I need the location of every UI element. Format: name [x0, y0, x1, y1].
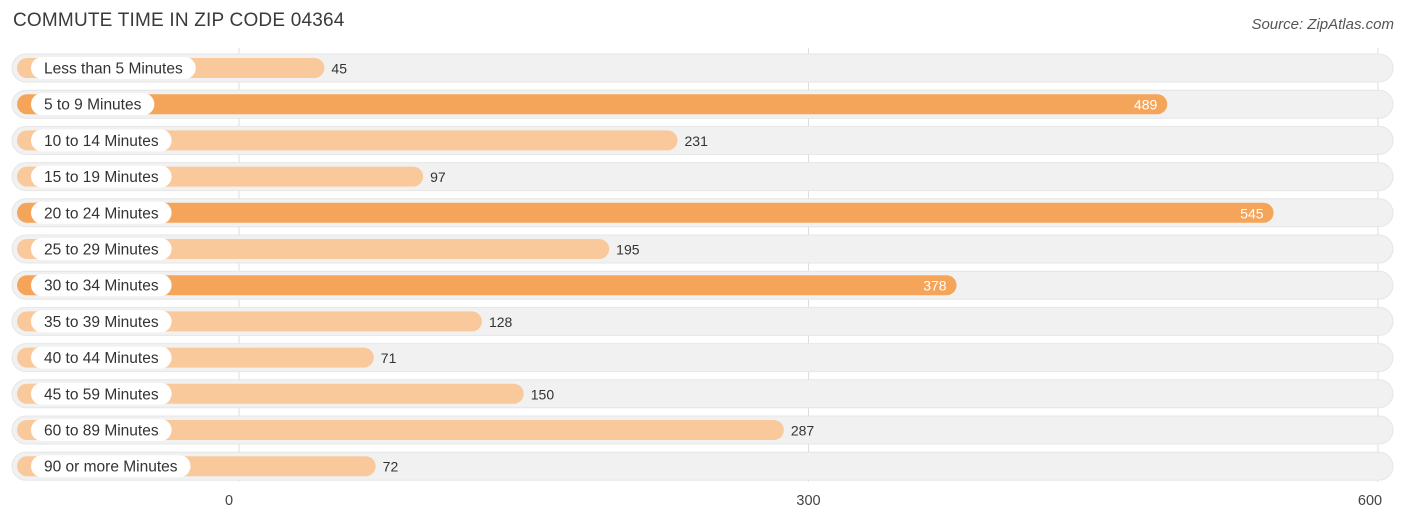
category-label: 60 to 89 Minutes	[44, 423, 159, 440]
value-label: 150	[531, 386, 555, 402]
category-label-pill	[31, 310, 172, 333]
category-label: 15 to 19 Minutes	[44, 169, 159, 186]
value-label: 72	[383, 459, 399, 475]
bar	[17, 130, 678, 151]
value-label: 128	[489, 314, 513, 330]
category-label-pill	[31, 346, 172, 369]
category-label-pill	[31, 201, 172, 224]
source-note: Source: ZipAtlas.com	[1251, 16, 1394, 33]
value-label: 45	[331, 61, 347, 77]
value-label: 489	[1134, 97, 1158, 113]
value-label: 287	[791, 423, 815, 439]
category-label: 90 or more Minutes	[44, 459, 178, 476]
bar	[17, 202, 1274, 223]
value-label: 195	[616, 242, 640, 258]
value-label: 71	[381, 350, 397, 366]
category-label-pill	[31, 93, 155, 116]
value-label: 378	[923, 278, 947, 294]
chart-title: COMMUTE TIME IN ZIP CODE 04364	[13, 10, 345, 31]
category-label: 35 to 39 Minutes	[44, 314, 159, 331]
category-label-pill	[31, 57, 196, 79]
category-label-pill	[31, 455, 191, 478]
category-label-pill	[31, 129, 172, 152]
category-label: 40 to 44 Minutes	[44, 350, 159, 367]
category-label: 25 to 29 Minutes	[44, 242, 159, 259]
bar-track	[11, 53, 1394, 83]
category-label-pill	[31, 238, 172, 260]
category-label: 45 to 59 Minutes	[44, 386, 159, 403]
category-label-pill	[31, 382, 172, 405]
value-label: 545	[1240, 205, 1264, 221]
x-tick-label: 0	[225, 493, 233, 509]
x-tick-label: 300	[796, 493, 820, 509]
category-label: 5 to 9 Minutes	[44, 97, 142, 114]
x-tick-label: 600	[1358, 493, 1382, 509]
bar	[17, 94, 1168, 115]
value-label: 97	[430, 169, 446, 185]
bar	[17, 275, 957, 296]
category-label: 20 to 24 Minutes	[44, 205, 159, 222]
category-label-pill	[31, 165, 172, 188]
category-label-pill	[31, 274, 172, 297]
category-label: Less than 5 Minutes	[44, 61, 183, 78]
category-label: 30 to 34 Minutes	[44, 278, 159, 295]
bar	[17, 420, 784, 440]
category-label-pill	[31, 419, 172, 441]
value-label: 231	[685, 133, 709, 149]
category-label: 10 to 14 Minutes	[44, 133, 159, 150]
